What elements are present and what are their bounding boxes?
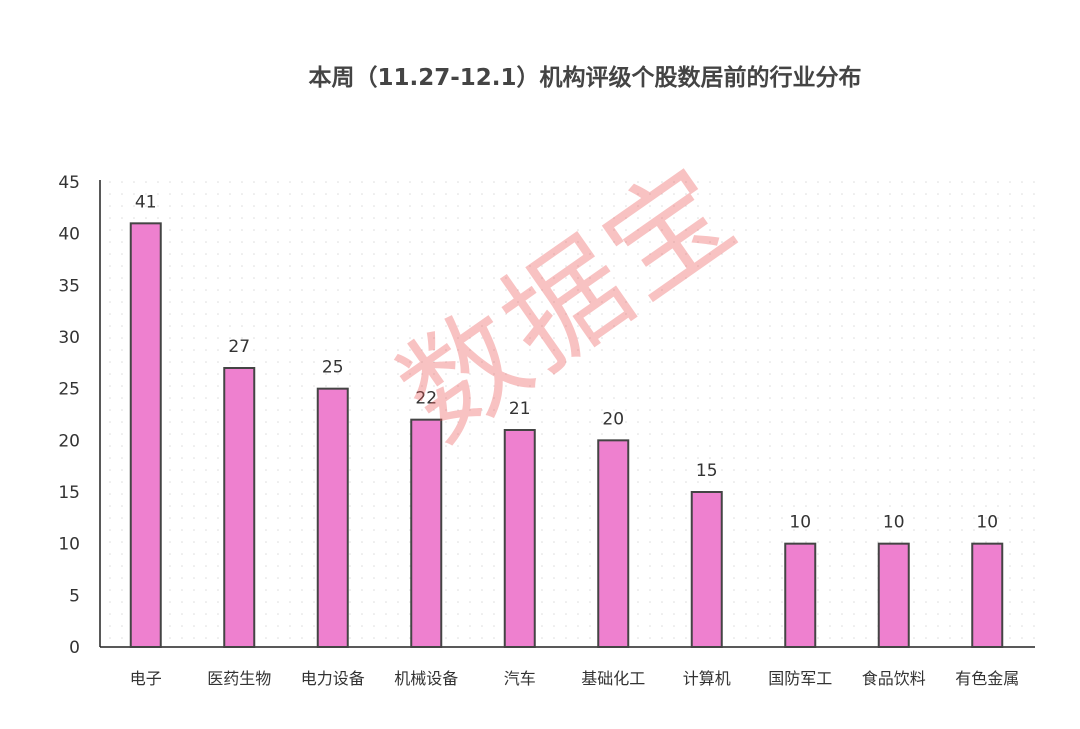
x-tick-label: 食品饮料 xyxy=(862,669,926,688)
bar xyxy=(784,542,817,649)
data-label: 10 xyxy=(789,513,811,533)
data-label: 21 xyxy=(509,399,531,419)
x-tick-label: 国防军工 xyxy=(768,669,832,688)
x-tick-label: 计算机 xyxy=(683,669,731,688)
y-tick-label: 10 xyxy=(58,535,80,555)
y-tick-label: 45 xyxy=(58,173,80,193)
x-tick-label: 有色金属 xyxy=(955,669,1019,688)
y-tick-label: 35 xyxy=(58,276,80,296)
bar xyxy=(223,367,256,648)
y-tick-label: 0 xyxy=(69,638,80,658)
data-label: 15 xyxy=(696,461,718,481)
bar xyxy=(877,542,910,649)
data-label: 27 xyxy=(228,337,250,357)
x-tick-label: 电力设备 xyxy=(301,669,365,688)
bar xyxy=(690,491,723,648)
data-label: 41 xyxy=(135,192,157,212)
data-label: 22 xyxy=(415,389,437,409)
data-label: 10 xyxy=(976,513,998,533)
y-tick-label: 30 xyxy=(58,328,80,348)
y-tick-label: 25 xyxy=(58,380,80,400)
bar xyxy=(410,418,443,648)
bar xyxy=(316,387,349,648)
x-tick-label: 机械设备 xyxy=(394,669,458,688)
y-tick-label: 5 xyxy=(69,586,80,606)
y-tick-label: 15 xyxy=(58,483,80,503)
x-tick-label: 医药生物 xyxy=(207,669,271,688)
chart-title: 本周（11.27-12.1）机构评级个股数居前的行业分布 xyxy=(308,65,862,91)
x-tick-label: 基础化工 xyxy=(581,669,645,688)
data-label: 25 xyxy=(322,358,344,378)
bar xyxy=(503,429,536,648)
bar xyxy=(971,542,1004,649)
x-tick-label: 电子 xyxy=(130,669,162,688)
data-label: 20 xyxy=(602,409,624,429)
x-tick-label: 汽车 xyxy=(504,669,536,688)
bar xyxy=(129,222,162,648)
data-label: 10 xyxy=(883,513,905,533)
bar xyxy=(597,439,630,649)
y-tick-label: 20 xyxy=(58,431,80,451)
y-tick-label: 40 xyxy=(58,225,80,245)
